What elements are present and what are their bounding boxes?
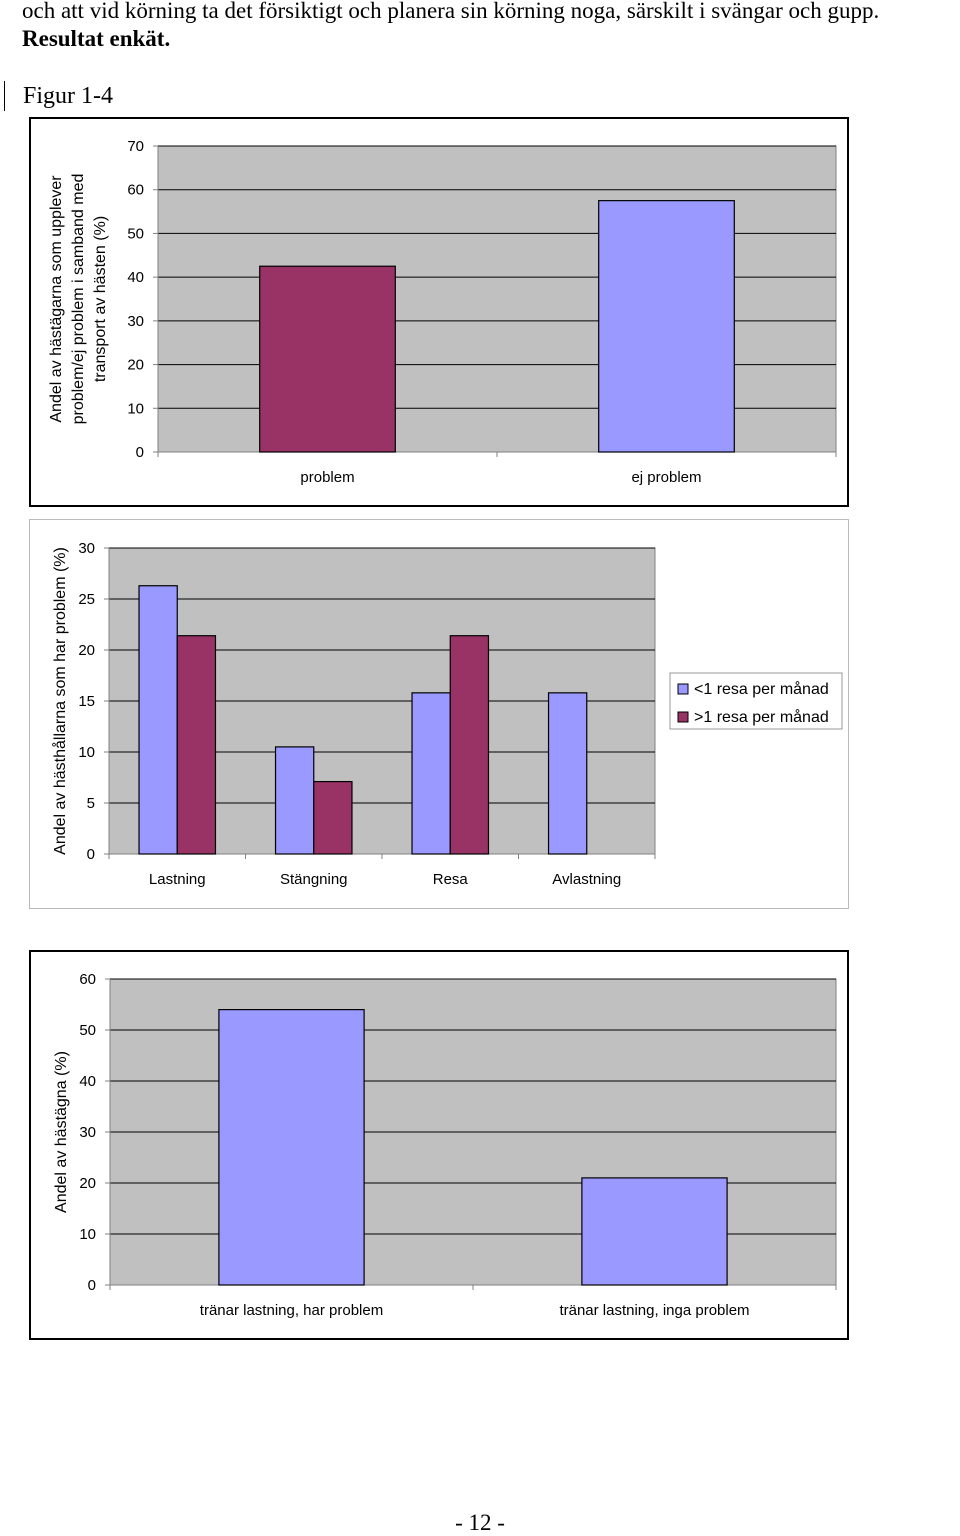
y-tick-label: 0 [88,1277,96,1294]
x-category-label: Resa [433,871,469,888]
y-tick-label: 15 [78,693,95,710]
bar-lt1-stängning [274,746,315,855]
y-axis-label: problem/ej problem i samband med [70,174,87,425]
bar-problem [259,265,396,453]
bar-lt1-avlastning [547,692,588,855]
y-tick-label: 30 [127,313,144,330]
page-number: - 12 - [455,1510,505,1535]
y-tick-label: 50 [79,1022,96,1039]
x-category-label: Avlastning [552,871,621,888]
x-category-label: tränar lastning, har problem [200,1302,383,1319]
chart-problem-vs-no-problem: 0 10 20 30 40 50 60 70 problem ej problem Andel av… [29,117,849,507]
bar-tr-nar-lastning-har-problem [218,1008,365,1286]
y-tick-label: 0 [87,846,95,863]
y-tick-label: 10 [127,400,144,417]
y-tick-label: 60 [79,971,96,988]
y-axis-label: Andel av hästägna (%) [53,1051,70,1213]
chart-loading-training: 0 10 20 30 40 50 60 tränar lastning, har proble… [29,950,849,1340]
y-tick-label: 70 [127,138,144,155]
x-category-label: tränar lastning, inga problem [559,1302,749,1319]
legend-swatch [677,711,689,723]
y-tick-label: 25 [78,591,95,608]
x-category-label: problem [300,469,354,486]
legend-label: >1 resa per månad [694,708,829,726]
y-tick-label: 60 [127,182,144,199]
y-tick-label: 20 [78,642,95,659]
y-tick-label: 30 [79,1124,96,1141]
bar-ej-problem [598,200,735,453]
y-tick-label: 50 [127,225,144,242]
bar-gt1-resa [449,635,490,855]
bar-lt1-resa [411,692,451,855]
chart3-svg: 0 10 20 30 40 50 60 tränar lastning, har proble… [53,971,837,1319]
y-axis-label: Andel av hästägarna som upplever [48,175,65,423]
legend-swatch [677,683,689,695]
x-category-label: Stängning [280,871,348,888]
figure-label: Figur 1-4 [4,81,113,111]
body-text-line: och att vid körning ta det försiktigt oc… [22,0,880,23]
y-axis-label: transport av hästen (%) [92,216,109,382]
section-heading: Resultat enkät. [22,26,171,51]
legend-label: <1 resa per månad [694,680,829,698]
bar-tr-nar-lastning-inga-problem [581,1177,728,1286]
y-axis-label: Andel av hästhållarna som har problem (%… [51,547,69,855]
bar-gt1-lastning [176,635,217,855]
x-category-label: ej problem [631,469,701,486]
y-tick-label: 10 [78,744,95,761]
y-tick-label: 0 [136,444,144,461]
x-category-label: Lastning [149,871,206,888]
chart2-svg: 0 5 10 15 20 25 30 Lastning Stängning Resa Avlastn… [51,540,843,888]
y-tick-label: 40 [79,1073,96,1090]
y-tick-label: 20 [127,357,144,374]
bar-gt1-stängning [313,780,353,855]
chart1-svg: 0 10 20 30 40 50 60 70 problem ej problem Andel av… [48,138,837,486]
chart-problem-by-activity: 0 5 10 15 20 25 30 Lastning Stängning Resa Avlastn… [29,519,849,909]
y-tick-label: 5 [87,795,95,812]
legend-box [669,672,843,730]
y-tick-label: 10 [79,1226,96,1243]
y-tick-label: 40 [127,269,144,286]
bar-lt1-lastning [138,585,178,855]
y-tick-label: 30 [78,540,95,557]
y-tick-label: 20 [79,1175,96,1192]
